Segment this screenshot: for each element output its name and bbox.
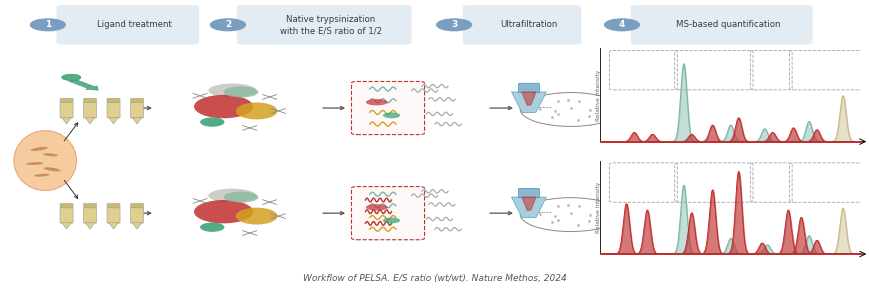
- Ellipse shape: [209, 84, 256, 98]
- Text: Ultrafiltration: Ultrafiltration: [500, 20, 557, 29]
- FancyBboxPatch shape: [83, 204, 96, 208]
- Polygon shape: [132, 223, 142, 229]
- Ellipse shape: [62, 74, 81, 81]
- Polygon shape: [85, 118, 95, 124]
- FancyBboxPatch shape: [462, 5, 580, 45]
- FancyBboxPatch shape: [56, 5, 199, 45]
- Polygon shape: [109, 118, 118, 124]
- Circle shape: [210, 19, 245, 31]
- Text: Native trypsinization
with the E/S ratio of 1/2: Native trypsinization with the E/S ratio…: [280, 15, 381, 35]
- FancyBboxPatch shape: [107, 204, 120, 208]
- Ellipse shape: [43, 153, 58, 156]
- Text: 3: 3: [450, 20, 457, 29]
- Ellipse shape: [200, 117, 224, 127]
- Ellipse shape: [14, 131, 76, 191]
- FancyBboxPatch shape: [60, 204, 73, 208]
- FancyBboxPatch shape: [107, 208, 120, 223]
- Ellipse shape: [30, 147, 48, 151]
- Ellipse shape: [366, 99, 388, 105]
- Ellipse shape: [194, 200, 253, 223]
- Ellipse shape: [382, 112, 400, 118]
- FancyBboxPatch shape: [518, 188, 539, 198]
- Circle shape: [604, 19, 639, 31]
- Polygon shape: [511, 197, 546, 218]
- Ellipse shape: [223, 192, 258, 203]
- FancyBboxPatch shape: [518, 83, 539, 93]
- Circle shape: [30, 19, 65, 31]
- FancyBboxPatch shape: [351, 187, 424, 240]
- FancyBboxPatch shape: [83, 208, 96, 223]
- FancyBboxPatch shape: [130, 208, 143, 223]
- Circle shape: [520, 198, 620, 232]
- Text: Workflow of PELSA. E/S ratio (wt/wt). Nature Methos, 2024: Workflow of PELSA. E/S ratio (wt/wt). Na…: [302, 274, 567, 283]
- Polygon shape: [85, 223, 95, 229]
- Ellipse shape: [223, 86, 258, 98]
- FancyBboxPatch shape: [60, 208, 73, 223]
- FancyBboxPatch shape: [107, 98, 120, 103]
- Circle shape: [520, 93, 620, 126]
- FancyBboxPatch shape: [130, 98, 143, 103]
- FancyBboxPatch shape: [130, 103, 143, 118]
- Ellipse shape: [194, 95, 253, 118]
- FancyArrow shape: [69, 79, 98, 90]
- Ellipse shape: [26, 162, 43, 165]
- FancyBboxPatch shape: [83, 103, 96, 118]
- Text: MS-based quantification: MS-based quantification: [675, 20, 780, 29]
- Polygon shape: [521, 92, 535, 105]
- Ellipse shape: [366, 204, 388, 211]
- FancyBboxPatch shape: [630, 5, 812, 45]
- Polygon shape: [109, 223, 118, 229]
- FancyBboxPatch shape: [351, 81, 424, 135]
- Text: 2: 2: [224, 20, 231, 29]
- Polygon shape: [511, 92, 546, 112]
- FancyBboxPatch shape: [83, 98, 96, 103]
- Polygon shape: [62, 118, 71, 124]
- Ellipse shape: [382, 218, 400, 223]
- FancyBboxPatch shape: [60, 103, 73, 118]
- Polygon shape: [521, 197, 535, 210]
- Text: Ligand treatment: Ligand treatment: [97, 20, 172, 29]
- Polygon shape: [62, 223, 71, 229]
- Ellipse shape: [209, 189, 256, 203]
- Ellipse shape: [43, 167, 61, 171]
- Circle shape: [436, 19, 471, 31]
- Ellipse shape: [200, 223, 224, 232]
- Ellipse shape: [235, 102, 277, 119]
- FancyBboxPatch shape: [130, 204, 143, 208]
- FancyBboxPatch shape: [107, 103, 120, 118]
- Text: 1: 1: [44, 20, 51, 29]
- FancyBboxPatch shape: [60, 98, 73, 103]
- Polygon shape: [132, 118, 142, 124]
- Ellipse shape: [34, 174, 50, 177]
- Text: 4: 4: [618, 20, 625, 29]
- Ellipse shape: [235, 208, 277, 225]
- FancyBboxPatch shape: [236, 5, 411, 45]
